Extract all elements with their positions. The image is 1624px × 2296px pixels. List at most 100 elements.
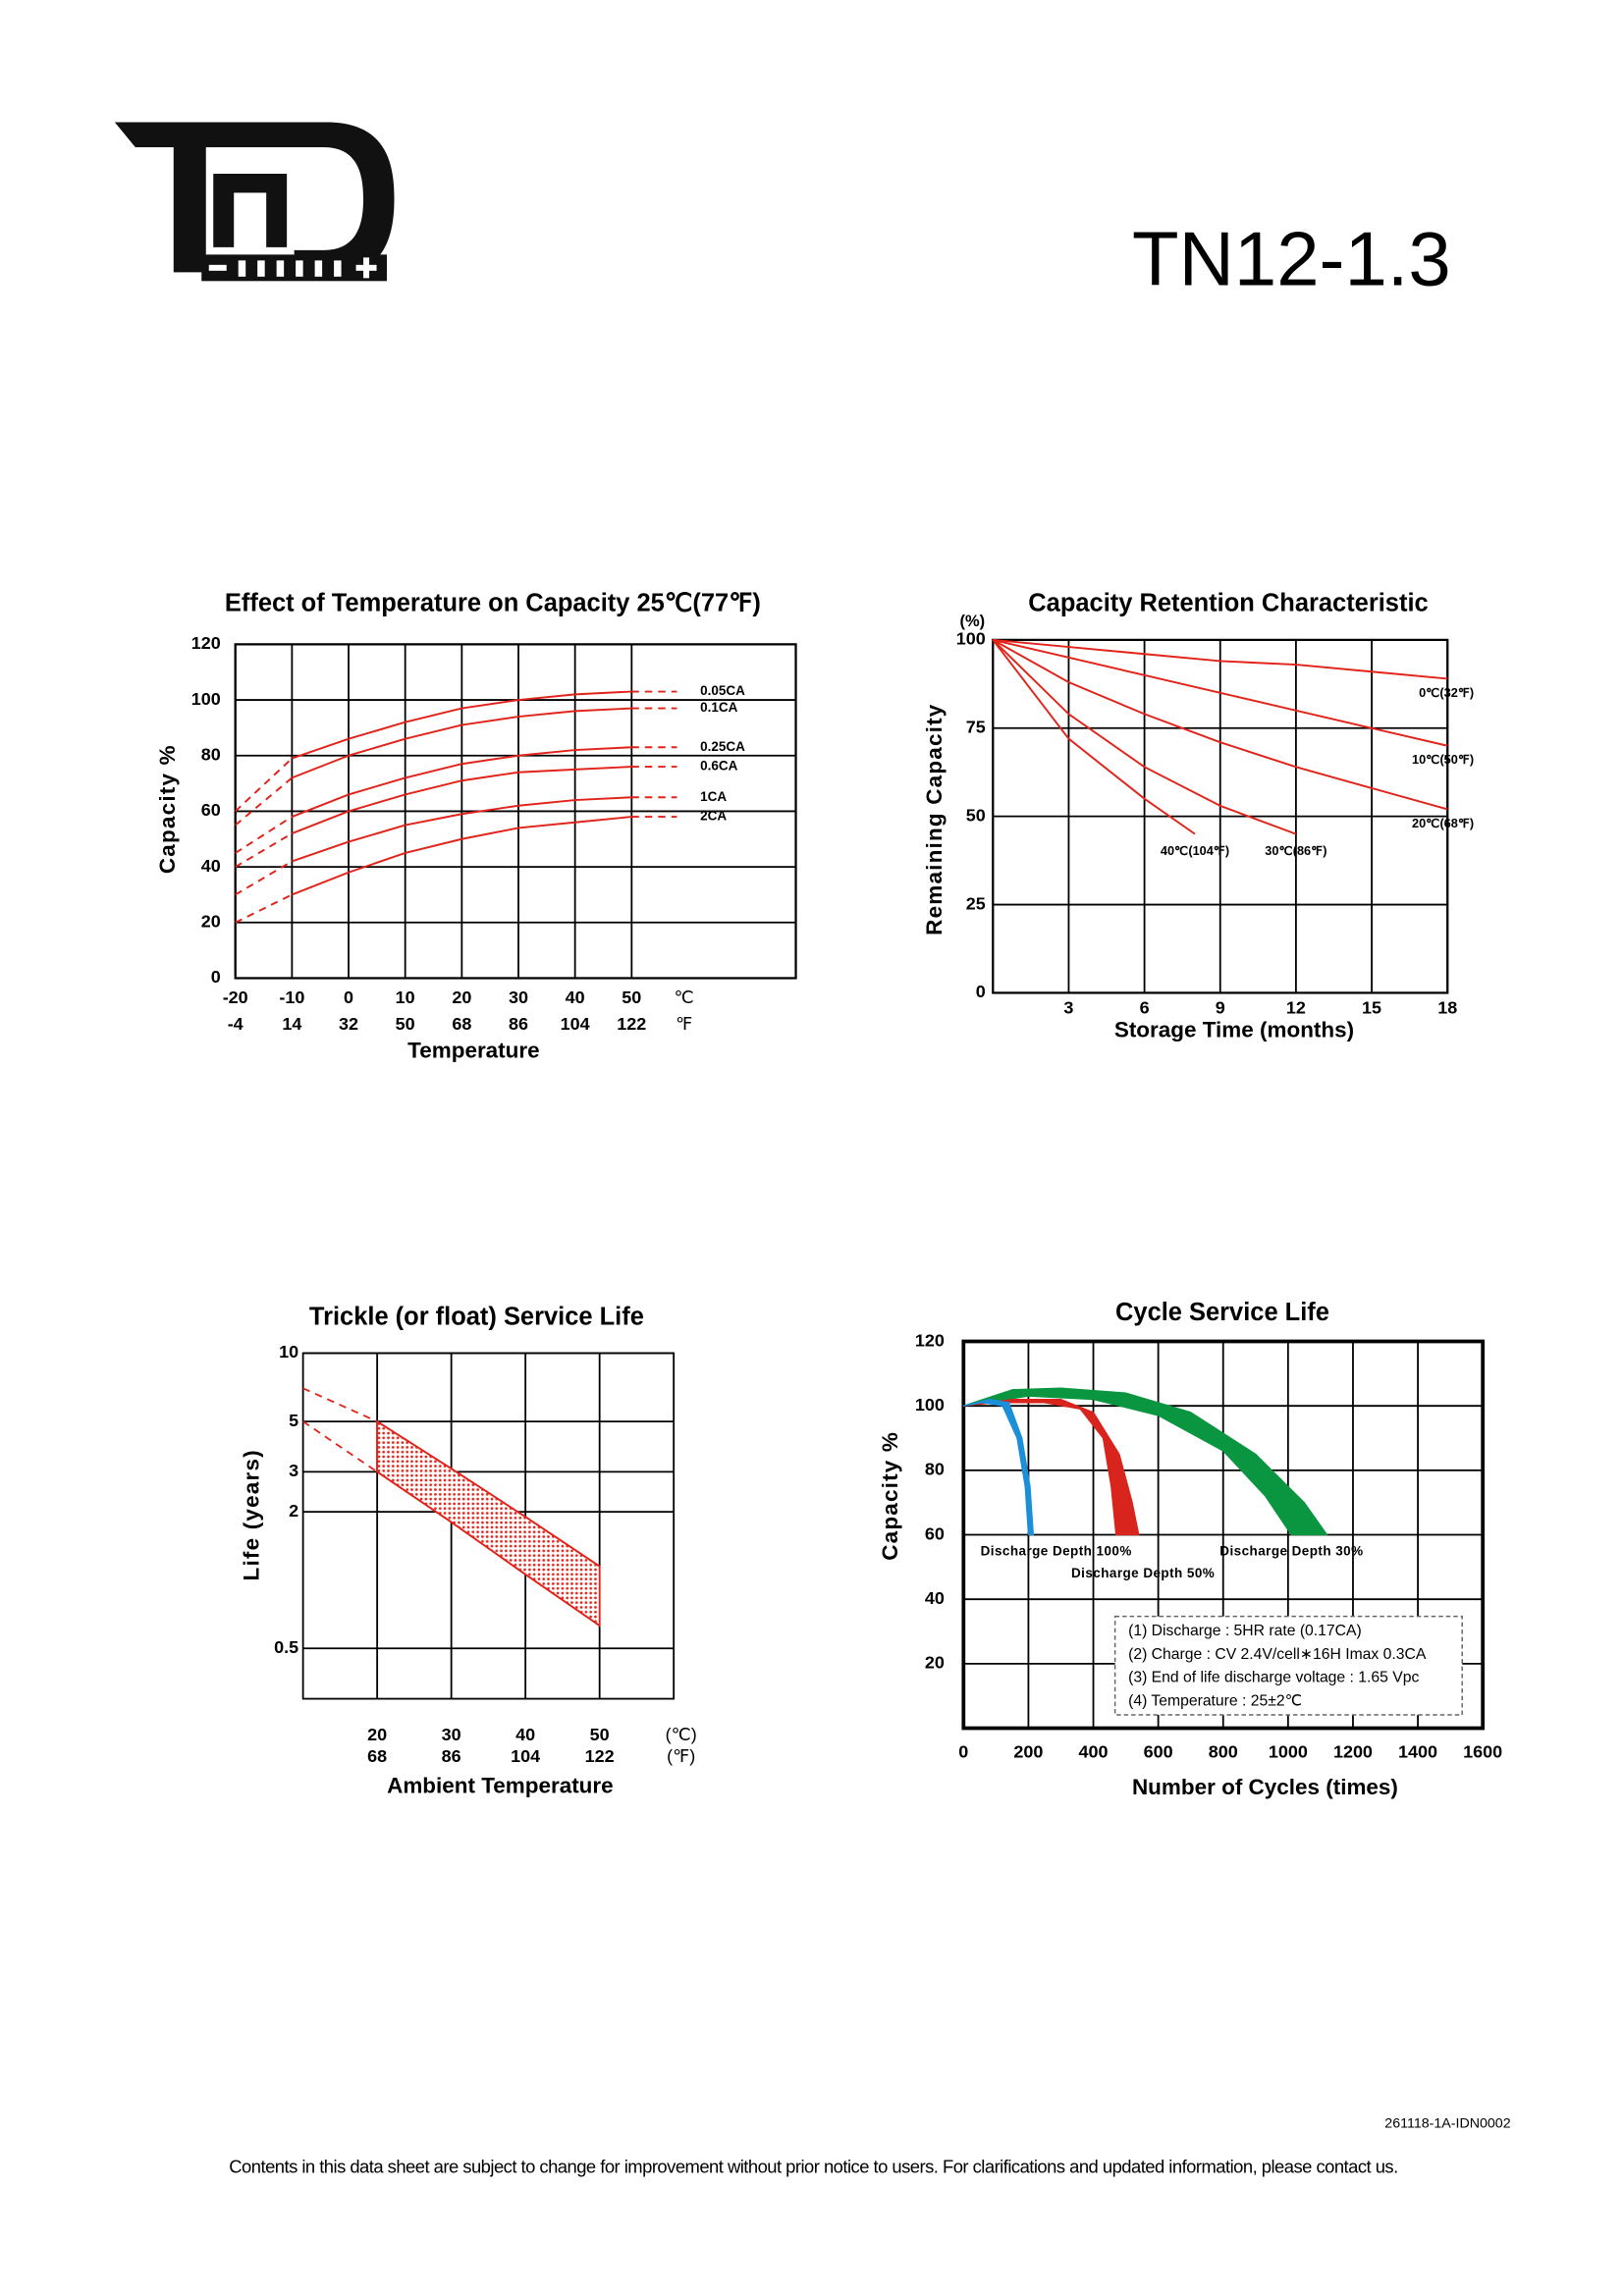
series-label: 0.6CA: [700, 759, 737, 774]
footer-notice: Contents in this data sheet are subject …: [229, 2156, 1397, 2176]
y-axis-title: Capacity %: [155, 744, 180, 874]
chart: Cycle Service Life Number of Cycles (time…: [878, 1299, 1502, 1799]
series-label: 0℃(32℉): [1419, 685, 1474, 700]
y-tick-label: 120: [191, 633, 221, 653]
plot-frame: [961, 1339, 1486, 1731]
line: [992, 639, 1196, 835]
line-segment: [517, 799, 575, 807]
y-tick-label: 80: [201, 744, 221, 764]
note: (4) Temperature : 25±2℃: [1128, 1693, 1302, 1710]
line-segment: [461, 771, 519, 782]
y-tick-label: 5: [289, 1411, 298, 1430]
line-segment: [405, 723, 462, 740]
y-tick-label: 0.5: [274, 1637, 298, 1657]
line-segment: [348, 824, 406, 843]
x-unit: ℃: [675, 988, 694, 1007]
cycle-life-area: [962, 1399, 1140, 1536]
line-segment: [517, 710, 575, 719]
line-segment: [517, 693, 575, 702]
y-unit: (%): [959, 613, 985, 630]
y-tick-label: 120: [915, 1330, 945, 1350]
x-tick-label: 400: [1079, 1742, 1109, 1762]
x-tick-label: 1200: [1333, 1742, 1373, 1762]
y-tick-label: 20: [925, 1653, 945, 1673]
line-segment: [461, 699, 519, 710]
plot-frame: [992, 638, 1449, 994]
x2-tick-label: 104: [561, 1014, 590, 1034]
note: (1) Discharge : 5HR rate (0.17CA): [1128, 1623, 1362, 1639]
logo-n: [213, 173, 288, 247]
x2-tick-label: 32: [339, 1014, 358, 1034]
x-axis-title: Temperature: [407, 1038, 539, 1062]
x-tick-label: 18: [1437, 998, 1457, 1018]
y-tick-label: 50: [966, 805, 986, 825]
x-tick-label: 1400: [1398, 1742, 1437, 1762]
line: [993, 638, 1448, 747]
line: [992, 639, 1448, 811]
line-segment: [348, 852, 406, 874]
chart: Capacity Retention Characteristic Storage…: [922, 590, 1474, 1042]
line-segment: [405, 707, 462, 723]
x-tick-label: 30: [442, 1725, 461, 1744]
logo-d: [294, 122, 395, 277]
line-segment: [235, 832, 293, 868]
x-tick-label: 9: [1216, 998, 1225, 1018]
band-edge: [451, 1468, 526, 1518]
y-tick-label: 0: [976, 982, 986, 1001]
line-segment: [292, 810, 350, 834]
series-label: 0.1CA: [700, 700, 737, 715]
band-edge: [524, 1516, 601, 1568]
x-tick-label: 200: [1013, 1742, 1043, 1762]
x-tick-label: 10: [396, 988, 415, 1007]
line-segment: [292, 737, 350, 760]
x2-tick-label: -4: [228, 1014, 244, 1034]
x-tick-label: 800: [1209, 1742, 1238, 1762]
line-segment: [461, 754, 519, 766]
line-segment: [348, 793, 406, 813]
chart-title: Capacity Retention Characteristic: [1028, 590, 1428, 617]
logo-cell: [238, 260, 246, 277]
band-edge: [451, 1521, 526, 1575]
logo-minus: [208, 264, 227, 271]
y-tick-label: 100: [956, 629, 986, 649]
line-segment: [517, 821, 575, 829]
x-tick-label: 600: [1144, 1742, 1173, 1762]
x2-tick-label: 68: [367, 1746, 387, 1766]
logo-cell: [296, 260, 303, 277]
x-unit: (℃): [666, 1725, 697, 1744]
series-label: 0.25CA: [700, 739, 745, 754]
line-segment: [348, 737, 406, 757]
x-tick-label: -20: [223, 988, 248, 1007]
x-tick-label: 40: [515, 1725, 535, 1744]
y-axis-title: Life (years): [240, 1449, 264, 1580]
line-segment: [405, 779, 462, 796]
line: [992, 639, 1297, 835]
x2-tick-label: 14: [282, 1014, 301, 1034]
line-segment: [461, 716, 519, 726]
band-fill: [376, 1419, 601, 1628]
document-code: 261118-1A-IDN0002: [1384, 2115, 1510, 2131]
model-title: TN12-1.3: [1132, 215, 1451, 301]
notes-box: [1113, 1615, 1463, 1716]
line-segment: [292, 840, 350, 863]
x-tick-label: 20: [367, 1725, 387, 1744]
series-label: 2CA: [700, 809, 727, 824]
x-axis-title: Ambient Temperature: [387, 1773, 614, 1797]
logo-cell: [314, 260, 323, 277]
line-segment: [574, 766, 632, 771]
line-segment: [517, 768, 575, 774]
series-label: 0.05CA: [700, 683, 745, 698]
y-axis-title: Remaining Capacity: [922, 703, 947, 934]
logo-cell: [276, 260, 285, 277]
logo-cell: [257, 260, 265, 277]
line-segment: [235, 757, 294, 813]
line-segment: [348, 776, 406, 796]
logo: [114, 122, 395, 282]
x-tick-label: 40: [566, 988, 585, 1007]
band-edge: [376, 1420, 453, 1469]
series-label: 1CA: [700, 789, 727, 804]
x-tick-label: 3: [1063, 998, 1073, 1018]
x-tick-label: 50: [622, 988, 641, 1007]
chart-title: Cycle Service Life: [1115, 1299, 1329, 1326]
